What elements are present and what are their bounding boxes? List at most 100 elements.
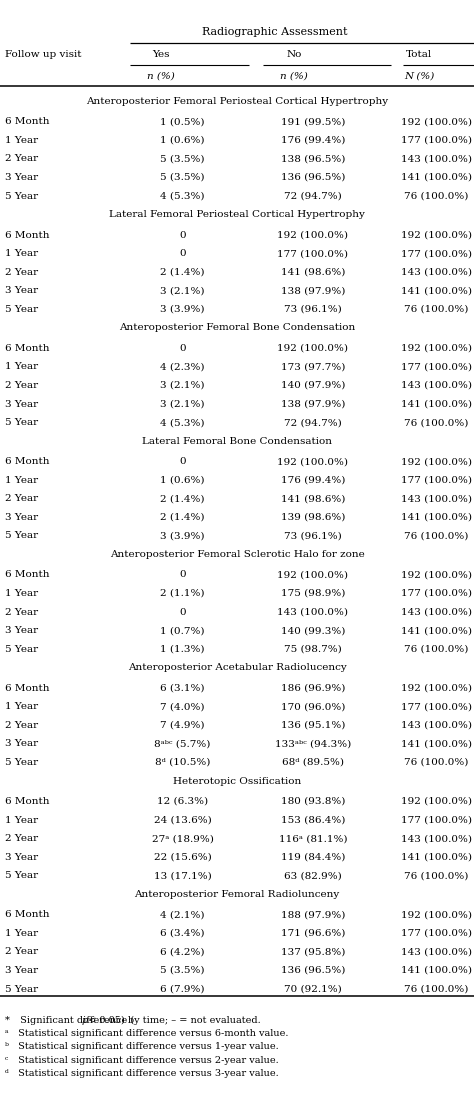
Text: 76 (100.0%): 76 (100.0%)	[404, 531, 468, 540]
Text: 5 Year: 5 Year	[5, 192, 38, 200]
Text: 143 (100.0%): 143 (100.0%)	[401, 721, 472, 730]
Text: 5 Year: 5 Year	[5, 758, 38, 767]
Text: 143 (100.0%): 143 (100.0%)	[277, 607, 348, 616]
Text: 1 (0.6%): 1 (0.6%)	[160, 136, 205, 144]
Text: n (%): n (%)	[280, 72, 308, 81]
Text: 2 Year: 2 Year	[5, 155, 38, 164]
Text: 192 (100.0%): 192 (100.0%)	[277, 570, 348, 579]
Text: 76 (100.0%): 76 (100.0%)	[404, 984, 468, 993]
Text: Significant difference (: Significant difference (	[17, 1016, 134, 1025]
Text: 0: 0	[179, 249, 186, 258]
Text: 177 (100.0%): 177 (100.0%)	[401, 589, 472, 598]
Text: Anteroposterior Acetabular Radiolucency: Anteroposterior Acetabular Radiolucency	[128, 663, 346, 672]
Text: 5 Year: 5 Year	[5, 531, 38, 540]
Text: 192 (100.0%): 192 (100.0%)	[277, 457, 348, 466]
Text: 138 (96.5%): 138 (96.5%)	[281, 155, 345, 164]
Text: N (%): N (%)	[404, 72, 435, 81]
Text: 5 (3.5%): 5 (3.5%)	[160, 965, 205, 976]
Text: 27ᵃ (18.9%): 27ᵃ (18.9%)	[152, 834, 213, 843]
Text: 3 Year: 3 Year	[5, 513, 38, 522]
Text: 6 Month: 6 Month	[5, 911, 49, 920]
Text: No: No	[286, 50, 301, 59]
Text: ᵈ: ᵈ	[5, 1070, 9, 1079]
Text: 2 Year: 2 Year	[5, 381, 38, 390]
Text: 143 (100.0%): 143 (100.0%)	[401, 607, 472, 616]
Text: 4 (2.1%): 4 (2.1%)	[160, 911, 205, 920]
Text: Heterotopic Ossification: Heterotopic Ossification	[173, 776, 301, 785]
Text: 22 (15.6%): 22 (15.6%)	[154, 852, 211, 861]
Text: 176 (99.4%): 176 (99.4%)	[281, 476, 345, 485]
Text: 2 Year: 2 Year	[5, 721, 38, 730]
Text: 192 (100.0%): 192 (100.0%)	[401, 457, 472, 466]
Text: 6 Month: 6 Month	[5, 231, 49, 240]
Text: Yes: Yes	[153, 50, 170, 59]
Text: Anteroposterior Femoral Radiolunceny: Anteroposterior Femoral Radiolunceny	[134, 889, 340, 899]
Text: Lateral Femoral Bone Condensation: Lateral Femoral Bone Condensation	[142, 437, 332, 446]
Text: 1 Year: 1 Year	[5, 136, 38, 144]
Text: 8ᵈ (10.5%): 8ᵈ (10.5%)	[155, 758, 210, 767]
Text: 2 (1.4%): 2 (1.4%)	[160, 494, 205, 503]
Text: 177 (100.0%): 177 (100.0%)	[401, 476, 472, 485]
Text: 73 (96.1%): 73 (96.1%)	[284, 531, 342, 540]
Text: 24 (13.6%): 24 (13.6%)	[154, 815, 211, 824]
Text: ᵇ: ᵇ	[5, 1043, 9, 1052]
Text: 63 (82.9%): 63 (82.9%)	[284, 871, 342, 880]
Text: 177 (100.0%): 177 (100.0%)	[401, 363, 472, 372]
Text: 6 Month: 6 Month	[5, 683, 49, 692]
Text: Statistical significant difference versus 1-year value.: Statistical significant difference versu…	[15, 1043, 279, 1052]
Text: 136 (95.1%): 136 (95.1%)	[281, 721, 345, 730]
Text: ᵃ: ᵃ	[5, 1029, 9, 1038]
Text: 8ᵃᵇᶜ (5.7%): 8ᵃᵇᶜ (5.7%)	[155, 739, 210, 748]
Text: Statistical significant difference versus 2-year value.: Statistical significant difference versu…	[15, 1056, 279, 1065]
Text: 2 Year: 2 Year	[5, 494, 38, 503]
Text: 73 (96.1%): 73 (96.1%)	[284, 305, 342, 314]
Text: < 0.05) by time; – = not evaluated.: < 0.05) by time; – = not evaluated.	[84, 1016, 260, 1025]
Text: 4 (5.3%): 4 (5.3%)	[160, 418, 205, 427]
Text: 141 (100.0%): 141 (100.0%)	[401, 739, 472, 748]
Text: 143 (100.0%): 143 (100.0%)	[401, 494, 472, 503]
Text: 5 Year: 5 Year	[5, 871, 38, 880]
Text: 141 (100.0%): 141 (100.0%)	[401, 852, 472, 861]
Text: 186 (96.9%): 186 (96.9%)	[281, 683, 345, 692]
Text: 6 (7.9%): 6 (7.9%)	[160, 984, 205, 993]
Text: Anteroposterior Femoral Periosteal Cortical Hypertrophy: Anteroposterior Femoral Periosteal Corti…	[86, 96, 388, 105]
Text: 3 Year: 3 Year	[5, 400, 38, 409]
Text: 1 Year: 1 Year	[5, 589, 38, 598]
Text: 1 (0.7%): 1 (0.7%)	[160, 626, 205, 635]
Text: 0: 0	[179, 570, 186, 579]
Text: 76 (100.0%): 76 (100.0%)	[404, 305, 468, 314]
Text: 7 (4.9%): 7 (4.9%)	[160, 721, 205, 730]
Text: 192 (100.0%): 192 (100.0%)	[401, 797, 472, 806]
Text: 143 (100.0%): 143 (100.0%)	[401, 834, 472, 843]
Text: p: p	[82, 1016, 88, 1025]
Text: ᶜ: ᶜ	[5, 1056, 8, 1065]
Text: 4 (5.3%): 4 (5.3%)	[160, 192, 205, 200]
Text: Statistical significant difference versus 6-month value.: Statistical significant difference versu…	[15, 1029, 289, 1038]
Text: 2 Year: 2 Year	[5, 948, 38, 956]
Text: 0: 0	[179, 457, 186, 466]
Text: 6 Month: 6 Month	[5, 457, 49, 466]
Text: 6 (3.1%): 6 (3.1%)	[160, 683, 205, 692]
Text: Lateral Femoral Periosteal Cortical Hypertrophy: Lateral Femoral Periosteal Cortical Hype…	[109, 211, 365, 220]
Text: 6 (4.2%): 6 (4.2%)	[160, 948, 205, 956]
Text: Total: Total	[406, 50, 433, 59]
Text: 3 (3.9%): 3 (3.9%)	[160, 531, 205, 540]
Text: 2 (1.1%): 2 (1.1%)	[160, 589, 205, 598]
Text: 141 (100.0%): 141 (100.0%)	[401, 513, 472, 522]
Text: 141 (100.0%): 141 (100.0%)	[401, 287, 472, 296]
Text: 192 (100.0%): 192 (100.0%)	[401, 911, 472, 920]
Text: 0: 0	[179, 607, 186, 616]
Text: 133ᵃᵇᶜ (94.3%): 133ᵃᵇᶜ (94.3%)	[275, 739, 351, 748]
Text: 136 (96.5%): 136 (96.5%)	[281, 965, 345, 976]
Text: 13 (17.1%): 13 (17.1%)	[154, 871, 211, 880]
Text: 192 (100.0%): 192 (100.0%)	[401, 231, 472, 240]
Text: 6 Month: 6 Month	[5, 570, 49, 579]
Text: 192 (100.0%): 192 (100.0%)	[401, 570, 472, 579]
Text: 3 Year: 3 Year	[5, 852, 38, 861]
Text: 3 (2.1%): 3 (2.1%)	[160, 400, 205, 409]
Text: 141 (100.0%): 141 (100.0%)	[401, 965, 472, 976]
Text: 1 Year: 1 Year	[5, 363, 38, 372]
Text: 140 (97.9%): 140 (97.9%)	[281, 381, 345, 390]
Text: 143 (100.0%): 143 (100.0%)	[401, 268, 472, 277]
Text: 138 (97.9%): 138 (97.9%)	[281, 400, 345, 409]
